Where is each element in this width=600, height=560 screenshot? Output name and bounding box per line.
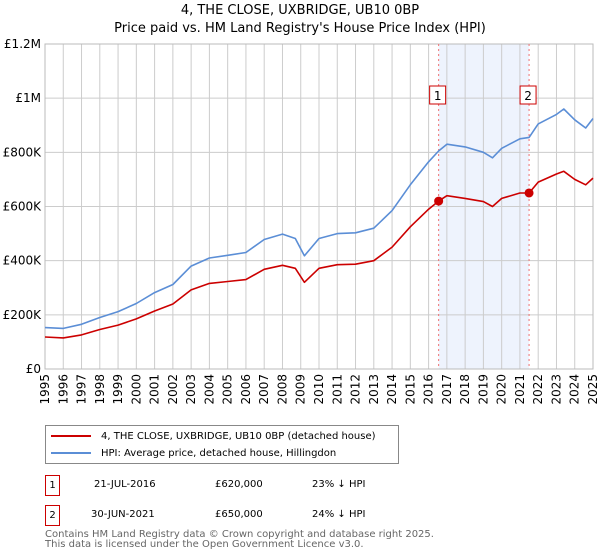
x-tick-label: 2025 (586, 374, 600, 405)
x-tick-label: 2006 (239, 374, 253, 405)
y-tick-label: £1M (15, 91, 41, 105)
annotation-box (429, 85, 447, 105)
annotation-row: 1 21-JUL-2016 £620,000 23% ↓ HPI (45, 475, 545, 496)
x-tick-label: 2004 (202, 374, 216, 405)
x-tick-label: 2018 (458, 374, 472, 405)
x-tick-label: 2013 (367, 374, 381, 405)
annotation-hpi: 24% ↓ HPI (312, 509, 366, 520)
annotation-price: £620,000 (215, 479, 263, 490)
x-tick-label: 2023 (549, 374, 563, 405)
y-tick-label: £400K (3, 254, 43, 268)
annotation-box (519, 85, 537, 105)
annotation-label: 1 (434, 89, 442, 103)
x-tick-label: 2003 (184, 374, 198, 405)
sale-point-marker (434, 196, 444, 206)
x-tick-label: 2019 (476, 374, 490, 405)
x-tick-label: 2020 (495, 374, 509, 405)
legend-label: 4, THE CLOSE, UXBRIDGE, UB10 0BP (detach… (101, 430, 376, 442)
x-tick-label: 2021 (513, 374, 527, 405)
x-tick-label: 1996 (56, 374, 70, 405)
chart-title: 4, THE CLOSE, UXBRIDGE, UB10 0BP (180, 3, 420, 18)
sale-point-marker (524, 188, 534, 198)
x-tick-label: 2008 (275, 374, 289, 405)
y-tick-label: £1.2M (4, 37, 41, 51)
y-tick-label: £0 (26, 362, 41, 376)
x-tick-label: 2014 (385, 374, 399, 405)
x-tick-label: 1997 (75, 374, 89, 405)
x-tick-label: 2016 (422, 374, 436, 405)
annotation-hpi: 23% ↓ HPI (312, 479, 366, 490)
annotation-marker: 1 (45, 475, 60, 496)
annotation-row: 2 30-JUN-2021 £650,000 24% ↓ HPI (45, 505, 545, 526)
footer-line: Contains HM Land Registry data © Crown c… (45, 529, 434, 540)
annotation-date: 30-JUN-2021 (91, 509, 155, 520)
x-tick-label: 2002 (166, 374, 180, 405)
legend-item-property: 4, THE CLOSE, UXBRIDGE, UB10 0BP (detach… (51, 429, 376, 443)
x-tick-label: 2015 (403, 374, 417, 405)
x-tick-label: 2001 (148, 374, 162, 405)
plot-area: 1995 1996 1997 1998 1999 2000 2001 2002 2003 2004… (3, 37, 600, 405)
x-tick-label: 2009 (294, 374, 308, 405)
series-line (44, 108, 594, 330)
annotation-date: 21-JUL-2016 (94, 479, 156, 490)
plot-frame (44, 43, 594, 370)
y-tick-label: £200K (3, 308, 43, 322)
x-tick-label: 2024 (568, 374, 582, 405)
x-tick-label: 1999 (111, 374, 125, 405)
x-tick-label: 2012 (349, 374, 363, 405)
x-tick-label: 2007 (257, 374, 271, 405)
x-tick-label: 1998 (93, 374, 107, 405)
y-tick-label: £800K (3, 145, 43, 159)
y-tick-label: £600K (3, 200, 43, 214)
annotation-marker: 2 (45, 505, 60, 526)
annotation-price: £650,000 (215, 509, 263, 520)
footer-line: This data is licensed under the Open Gov… (45, 539, 364, 550)
x-tick-label: 2010 (312, 374, 326, 405)
legend-label: HPI: Average price, detached house, Hill… (101, 447, 337, 459)
x-tick-label: 2011 (330, 374, 344, 405)
x-tick-label: 1995 (38, 374, 52, 405)
x-tick-label: 2000 (129, 374, 143, 405)
legend-item-hpi: HPI: Average price, detached house, Hill… (51, 446, 336, 460)
chart-subtitle: Price paid vs. HM Land Registry's House … (114, 21, 486, 36)
x-tick-label: 2022 (531, 374, 545, 405)
legend: 4, THE CLOSE, UXBRIDGE, UB10 0BP (detach… (45, 425, 399, 464)
x-tick-label: 2017 (440, 374, 454, 405)
annotation-label: 2 (524, 89, 532, 103)
footer: Contains HM Land Registry data © Crown c… (45, 530, 434, 550)
x-tick-label: 2005 (221, 374, 235, 405)
